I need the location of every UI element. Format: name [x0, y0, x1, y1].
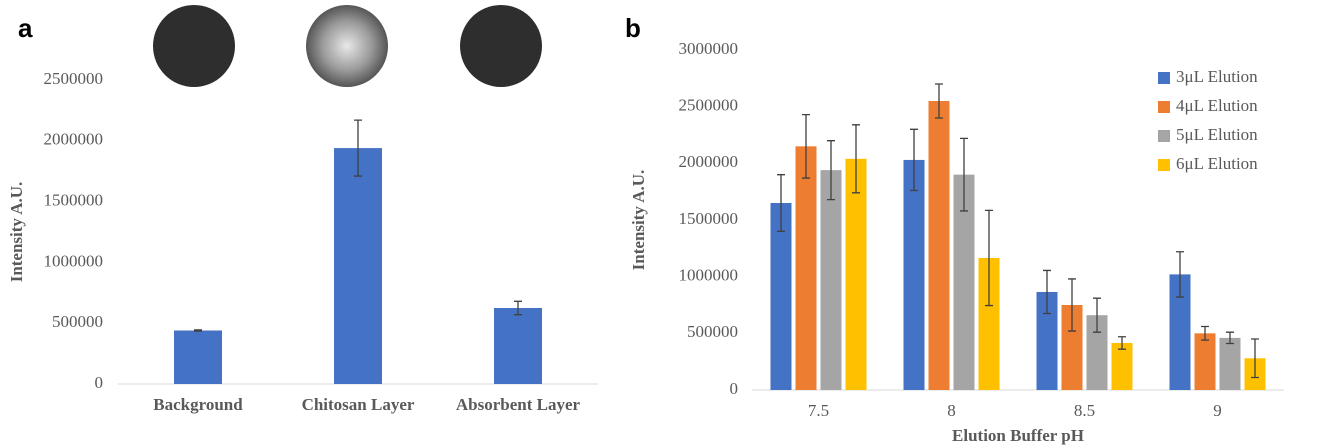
sample-image [460, 5, 542, 87]
y-tick-label: 0 [95, 373, 104, 392]
error-bar [1118, 336, 1126, 350]
x-tick-label: Background [153, 395, 243, 414]
error-bar [827, 140, 835, 201]
bar [334, 148, 382, 384]
error-bar [1201, 325, 1209, 341]
error-bar [1226, 331, 1234, 345]
bar [494, 308, 542, 384]
y-axis-label: Intensity A.U. [629, 170, 648, 271]
error-bar [1176, 251, 1184, 298]
error-bar [1068, 278, 1076, 332]
bar [174, 330, 222, 384]
x-tick-label: Chitosan Layer [302, 395, 415, 414]
y-tick-label: 2000000 [44, 130, 104, 149]
bar [1036, 291, 1058, 390]
sample-image [306, 5, 388, 87]
y-tick-label: 500000 [687, 322, 738, 341]
error-bar [985, 209, 993, 307]
x-tick-label: 8.5 [1074, 401, 1095, 420]
y-tick-label: 500000 [52, 312, 103, 331]
error-bar [1251, 338, 1259, 379]
panel-label: b [625, 13, 641, 43]
error-bar [1043, 269, 1051, 315]
error-bar [910, 128, 918, 192]
legend-swatch [1158, 159, 1170, 171]
y-tick-label: 3000000 [679, 39, 739, 58]
x-axis-label: Elution Buffer pH [952, 426, 1084, 445]
legend-label: 3μL Elution [1176, 67, 1258, 86]
bar [928, 101, 950, 390]
y-tick-label: 2000000 [679, 152, 739, 171]
y-tick-label: 2500000 [44, 69, 104, 88]
sample-image [153, 5, 235, 87]
bar [1086, 315, 1108, 390]
y-tick-label: 1500000 [44, 191, 104, 210]
legend-swatch [1158, 72, 1170, 84]
bar [795, 146, 817, 390]
panel-label: a [18, 13, 33, 43]
legend-swatch [1158, 130, 1170, 142]
error-bar [194, 329, 202, 332]
error-bar [354, 119, 362, 177]
error-bar [852, 124, 860, 194]
bar [1061, 305, 1083, 390]
legend-label: 4μL Elution [1176, 96, 1258, 115]
y-tick-label: 1000000 [44, 251, 104, 270]
legend-label: 6μL Elution [1176, 154, 1258, 173]
y-tick-label: 2500000 [679, 96, 739, 115]
bar [820, 170, 842, 390]
x-tick-label: 8 [947, 401, 956, 420]
legend-label: 5μL Elution [1176, 125, 1258, 144]
bar [1169, 274, 1191, 390]
legend-swatch [1158, 101, 1170, 113]
bar [845, 158, 867, 390]
error-bar [802, 113, 810, 179]
error-bar [1093, 297, 1101, 333]
bar [1194, 333, 1216, 390]
y-tick-label: 1000000 [679, 266, 739, 285]
x-tick-label: 9 [1213, 401, 1222, 420]
y-tick-label: 1500000 [679, 209, 739, 228]
x-tick-label: 7.5 [808, 401, 829, 420]
bar [953, 174, 975, 390]
x-tick-label: Absorbent Layer [456, 395, 581, 414]
y-axis-label: Intensity A.U. [7, 182, 26, 283]
bar [770, 203, 792, 390]
error-bar [960, 137, 968, 212]
bar [978, 257, 1000, 390]
bar [903, 159, 925, 390]
bar [1219, 337, 1241, 390]
error-bar [935, 83, 943, 119]
error-bar [514, 300, 522, 316]
bar [1111, 342, 1133, 390]
error-bar [777, 174, 785, 232]
y-tick-label: 0 [730, 379, 739, 398]
